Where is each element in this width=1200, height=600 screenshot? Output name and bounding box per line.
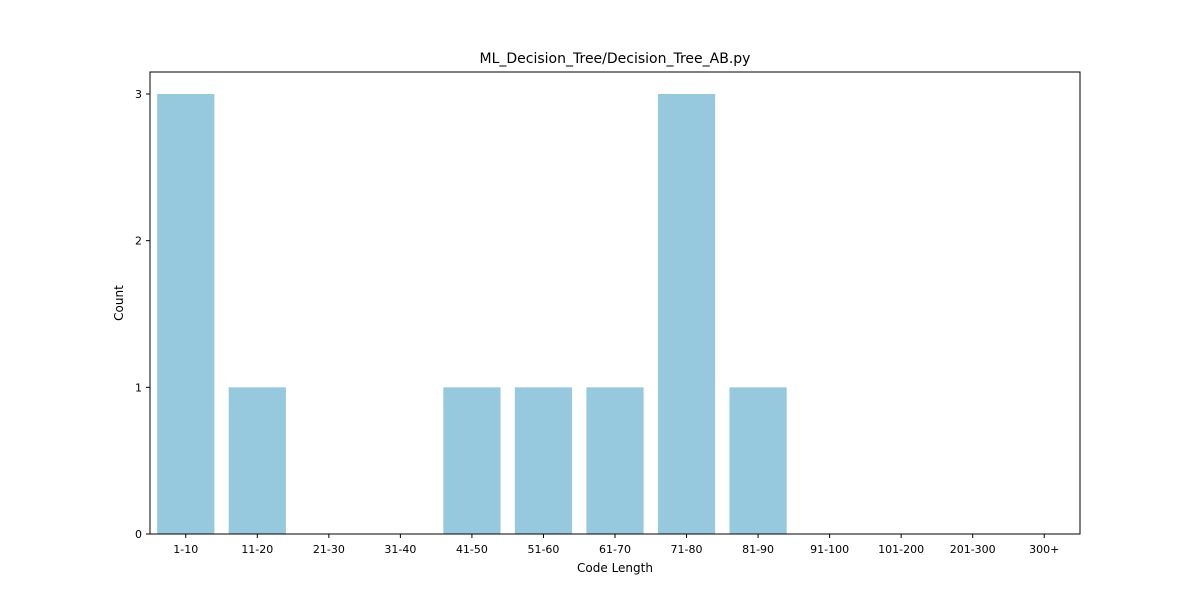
- bar-51-60: [514, 387, 573, 534]
- x-tick-label: 81-90: [742, 543, 774, 556]
- y-axis-label: Count: [112, 285, 126, 321]
- bars-layer: [157, 94, 787, 534]
- y-tick-label: 0: [135, 528, 142, 541]
- x-axis-label: Code Length: [577, 561, 653, 575]
- x-tick-label: 71-80: [671, 543, 703, 556]
- x-tick-label: 31-40: [384, 543, 416, 556]
- x-ticks: 1-10 11-20 21-30 31-40 41-50 51-60 61-70 71-80 8…: [173, 534, 1059, 556]
- bar-11-20: [228, 387, 286, 534]
- x-tick-label: 91-100: [810, 543, 849, 556]
- chart-title: ML_Decision_Tree/Decision_Tree_AB.py: [480, 51, 751, 67]
- y-ticks: 0 1 2 3: [135, 88, 150, 541]
- x-tick-label: 300+: [1029, 543, 1059, 556]
- x-tick-label: 51-60: [527, 543, 559, 556]
- y-tick-label: 3: [135, 88, 142, 101]
- bar-1-10: [157, 94, 215, 534]
- x-tick-label: 41-50: [456, 543, 488, 556]
- y-tick-label: 1: [135, 381, 142, 394]
- bar-61-70: [586, 387, 644, 534]
- bar-41-50: [443, 387, 501, 534]
- x-tick-label: 21-30: [313, 543, 345, 556]
- x-tick-label: 201-300: [950, 543, 996, 556]
- x-tick-label: 61-70: [599, 543, 631, 556]
- bar-81-90: [729, 387, 787, 534]
- bar-71-80: [657, 94, 716, 534]
- x-tick-label: 101-200: [878, 543, 924, 556]
- x-tick-label: 1-10: [173, 543, 198, 556]
- y-tick-label: 2: [135, 235, 142, 248]
- x-tick-label: 11-20: [241, 543, 273, 556]
